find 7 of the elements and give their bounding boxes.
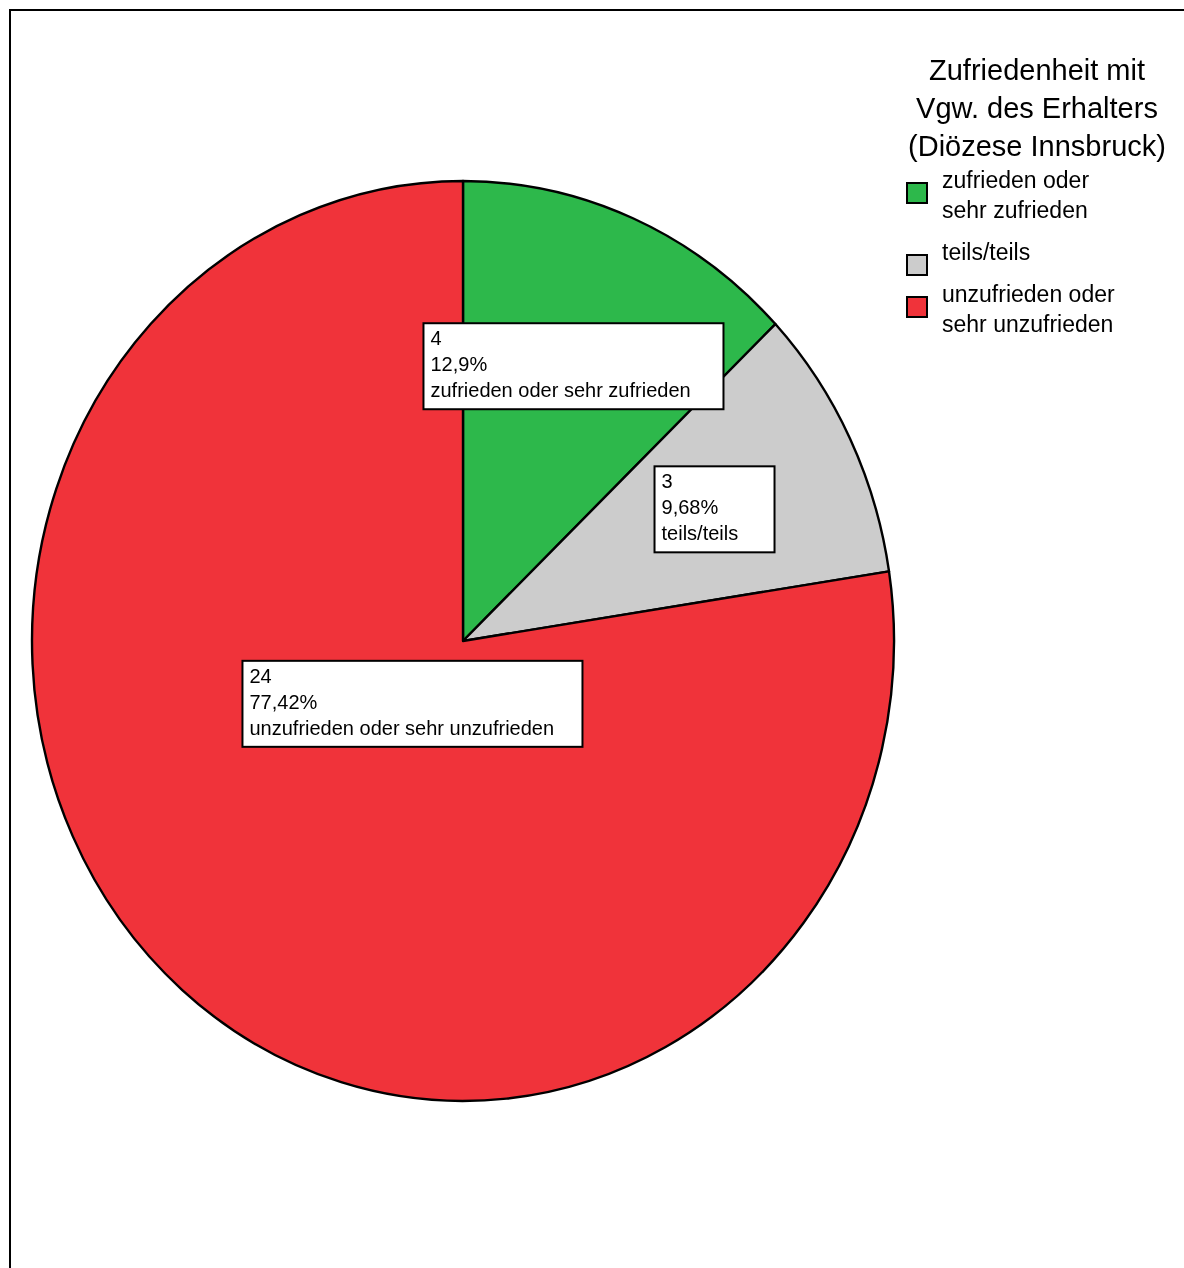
- legend-label: unzufrieden oder sehr unzufrieden: [942, 281, 1115, 337]
- slice-label: zufrieden oder sehr zufrieden: [430, 379, 691, 402]
- legend-label: zufrieden oder sehr zufrieden: [942, 167, 1090, 223]
- legend-label: teils/teils: [942, 239, 1031, 265]
- legend-title: Zufriedenheit mit Vgw. des Erhalters (Diözese Innsbruck): [908, 54, 1166, 162]
- slice-label: unzufrieden oder sehr unzufrieden: [249, 716, 555, 739]
- slice-label: teils/teils: [661, 522, 739, 545]
